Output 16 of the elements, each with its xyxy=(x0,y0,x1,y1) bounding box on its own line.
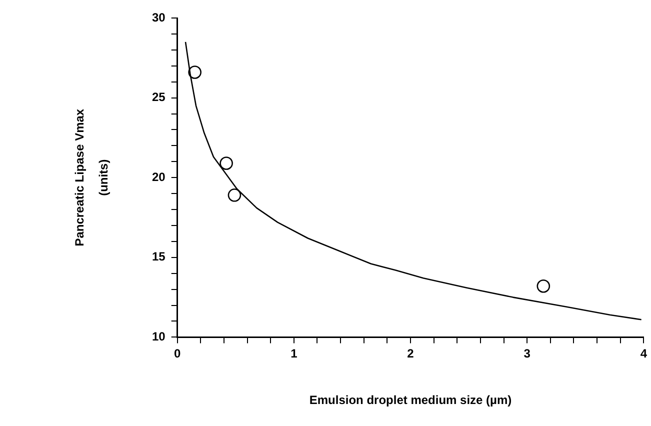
x-tick-label: 1 xyxy=(290,346,298,361)
y-tick-label: 15 xyxy=(152,250,166,264)
y-tick-label: 30 xyxy=(152,10,166,24)
point xyxy=(188,66,202,79)
point xyxy=(536,279,550,293)
x-axis-title: Emulsion droplet medium size (µm) xyxy=(309,393,512,408)
point xyxy=(220,156,233,170)
y-tick-label: 10 xyxy=(152,330,166,344)
x-tick-label: 3 xyxy=(524,346,531,361)
x-tick-label: 2 xyxy=(407,346,414,361)
y-tick-label: 25 xyxy=(152,90,166,104)
y-axis-title: Pancreatic Lipase Vmax (units) xyxy=(72,108,110,246)
point xyxy=(228,188,242,202)
y-tick-label: 20 xyxy=(152,170,166,184)
x-tick-label: 0 xyxy=(174,346,182,361)
x-tick-label: 4 xyxy=(640,346,648,361)
